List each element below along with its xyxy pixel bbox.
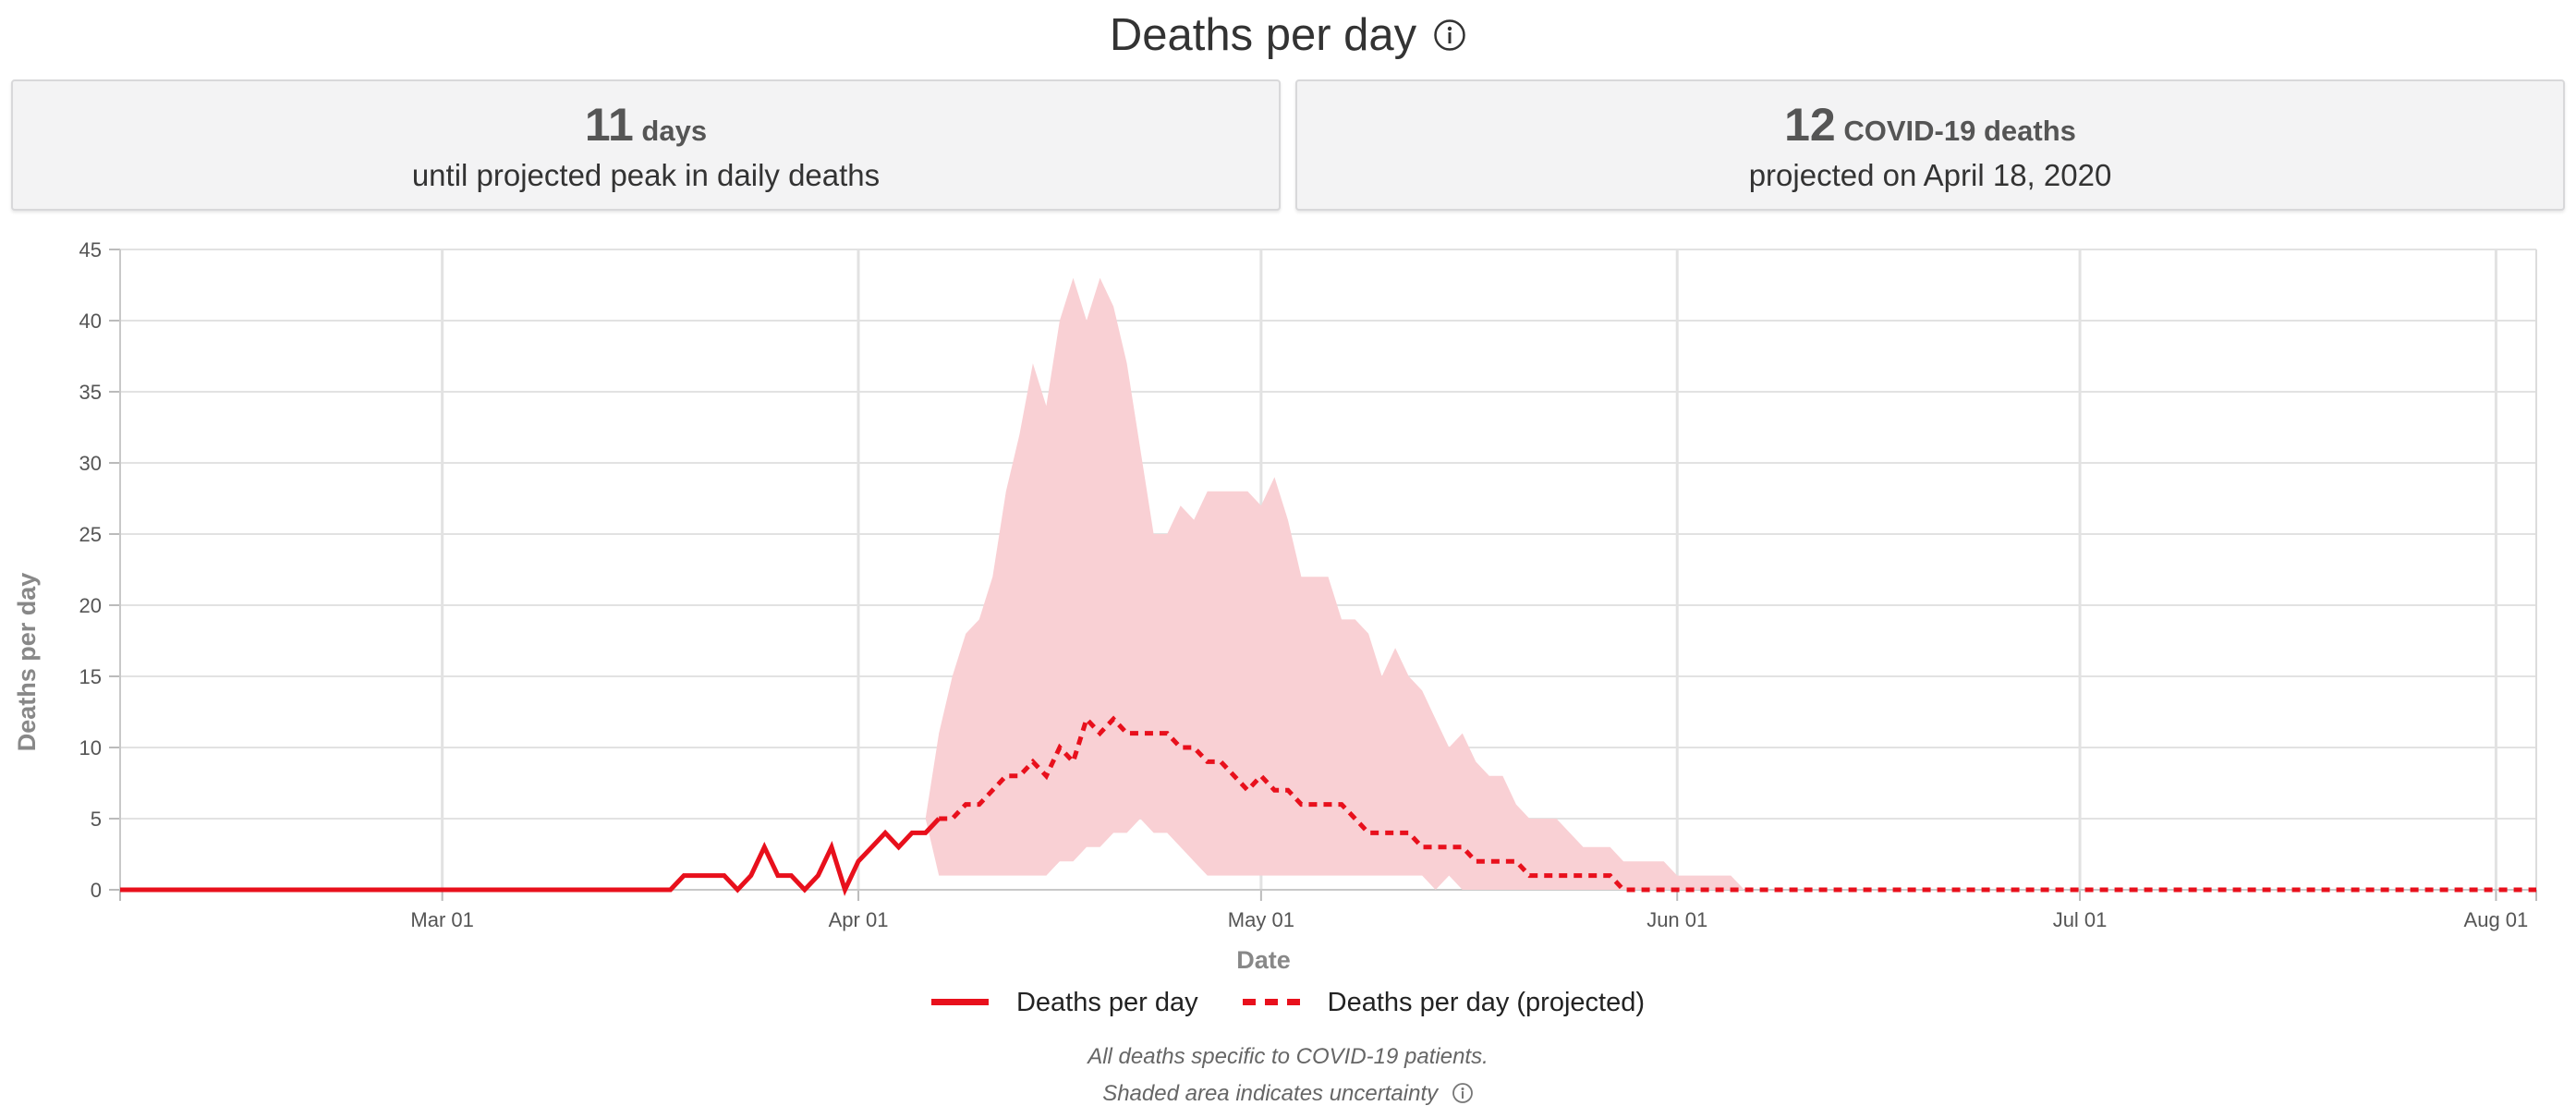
peak-countdown-number: 11	[584, 99, 634, 151]
legend-label-projected: Deaths per day (projected)	[1327, 987, 1645, 1017]
legend-item-projected[interactable]: Deaths per day (projected)	[1242, 987, 1645, 1018]
y-tick-label: 25	[79, 523, 102, 546]
x-tick-label: Mar 01	[410, 908, 473, 931]
summary-cards: 11 days until projected peak in daily de…	[11, 79, 2565, 213]
y-tick-label: 40	[79, 310, 102, 333]
peak-deaths-card: 12 COVID-19 deaths projected on April 18…	[1295, 79, 2565, 211]
x-tick-label: Apr 01	[829, 908, 889, 931]
legend-swatch-dashed	[1242, 999, 1300, 1005]
x-tick-label: May 01	[1228, 908, 1294, 931]
y-tick-label: 10	[79, 736, 102, 760]
chart-notes: All deaths specific to COVID-19 patients…	[0, 1039, 2576, 1112]
actual-deaths-line	[120, 817, 942, 896]
peak-countdown-unit: days	[641, 115, 708, 147]
x-axis-title: Date	[1236, 946, 1291, 970]
y-tick-label: 35	[79, 381, 102, 404]
uncertainty-band	[925, 277, 1744, 890]
y-axis-title: Deaths per day	[13, 573, 41, 752]
y-tick-label: 5	[91, 808, 102, 831]
y-tick-label: 15	[79, 665, 102, 688]
peak-deaths-caption: projected on April 18, 2020	[1748, 158, 2112, 192]
note-deaths-specific: All deaths specific to COVID-19 patients…	[1088, 1044, 1488, 1069]
y-tick-label: 45	[79, 238, 102, 261]
note-uncertainty-row: Shaded area indicates uncertainty	[0, 1075, 2576, 1112]
chart-legend: Deaths per day Deaths per day (projected…	[0, 979, 2576, 1026]
info-icon[interactable]	[1452, 1082, 1474, 1104]
peak-countdown-caption: until projected peak in daily deaths	[411, 158, 881, 192]
y-tick-label: 0	[91, 879, 102, 902]
peak-deaths-unit: COVID-19 deaths	[1843, 115, 2076, 147]
deaths-per-day-chart: 0 5 10 15 20 25 30 35 40 45 Mar 01 Apr 01 May 01 Jun …	[13, 238, 2537, 970]
y-tick-label: 20	[79, 594, 102, 617]
y-tick-label: 30	[79, 452, 102, 475]
chart-header: Deaths per day	[0, 0, 2576, 70]
chart-title: Deaths per day	[1109, 10, 1417, 60]
peak-deaths-number: 12	[1784, 99, 1836, 151]
legend-label-actual: Deaths per day	[1015, 987, 1198, 1017]
projected-deaths-line	[939, 714, 2536, 893]
peak-deaths-value-row: 12 COVID-19 deaths	[1784, 97, 2076, 152]
legend-item-actual[interactable]: Deaths per day	[930, 987, 1198, 1018]
x-tick-label: Jun 01	[1646, 908, 1707, 931]
x-tick-label: Aug 01	[2464, 908, 2529, 931]
peak-countdown-value-row: 11 days	[585, 97, 707, 152]
info-icon[interactable]	[1433, 18, 1466, 52]
x-tick-label: Jul 01	[2053, 908, 2108, 931]
note-uncertainty: Shaded area indicates uncertainty	[1102, 1081, 1439, 1106]
peak-countdown-card: 11 days until projected peak in daily de…	[11, 79, 1281, 211]
legend-swatch-solid	[930, 999, 989, 1005]
